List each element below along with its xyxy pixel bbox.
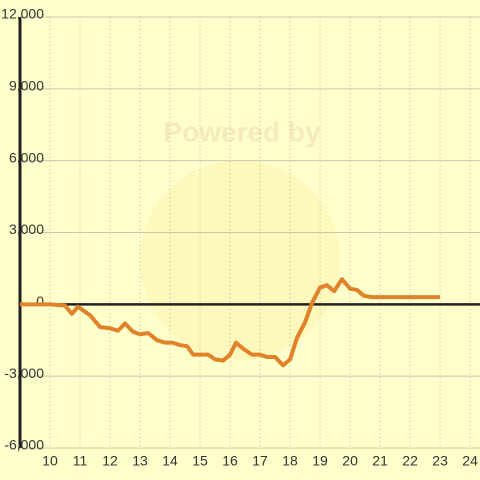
x-tick-label: 12 [102,453,118,469]
watermark: Powered by [163,116,321,147]
y-tick-label: 0 [36,293,44,309]
y-tick-label: 3,000 [9,221,44,237]
x-tick-label: 14 [162,453,178,469]
watermark-logo [140,160,340,360]
y-tick-label: -6,000 [4,437,44,453]
y-tick-label: 12,000 [1,6,44,22]
y-tick-label: -3,000 [4,365,44,381]
y-tick-label: 6,000 [9,149,44,165]
x-tick-label: 24 [462,453,478,469]
x-tick-label: 13 [132,453,148,469]
x-tick-label: 19 [312,453,328,469]
x-tick-label: 20 [342,453,358,469]
x-tick-label: 22 [402,453,418,469]
x-tick-label: 17 [252,453,268,469]
x-tick-label: 18 [282,453,298,469]
x-tick-label: 16 [222,453,238,469]
data-line [20,277,441,368]
x-tick-label: 23 [432,453,448,469]
x-tick-label: 11 [73,453,88,469]
x-tick-label: 21 [372,453,388,469]
y-tick-label: 9,000 [9,78,44,94]
x-tick-label: 10 [42,453,58,469]
x-tick-label: 15 [192,453,208,469]
